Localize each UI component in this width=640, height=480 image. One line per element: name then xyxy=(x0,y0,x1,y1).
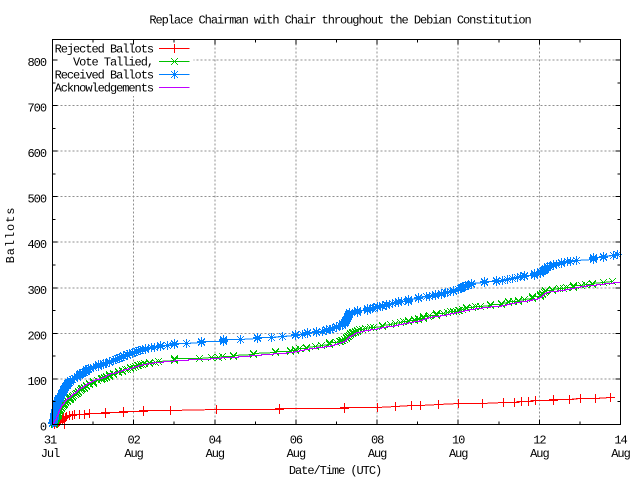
svg-text:300: 300 xyxy=(28,284,47,298)
svg-text:700: 700 xyxy=(28,102,47,116)
svg-text:Ballots: Ballots xyxy=(4,207,18,264)
svg-text:14: 14 xyxy=(614,434,627,448)
svg-text:10: 10 xyxy=(452,434,465,448)
svg-text:Received Ballots: Received Ballots xyxy=(55,69,154,83)
svg-text:Aug: Aug xyxy=(530,447,549,461)
svg-text:200: 200 xyxy=(28,329,47,343)
svg-text:Vote Tallied,: Vote Tallied, xyxy=(73,56,153,70)
svg-text:Replace Chairman with Chair th: Replace Chairman with Chair throughout t… xyxy=(149,14,531,28)
svg-text:100: 100 xyxy=(28,375,47,389)
svg-text:31: 31 xyxy=(44,434,57,448)
svg-text:Aug: Aug xyxy=(449,447,468,461)
svg-text:Aug: Aug xyxy=(287,447,306,461)
svg-text:Aug: Aug xyxy=(611,447,630,461)
svg-text:Aug: Aug xyxy=(124,447,143,461)
svg-text:Aug: Aug xyxy=(368,447,387,461)
svg-text:600: 600 xyxy=(28,147,47,161)
svg-text:800: 800 xyxy=(28,56,47,70)
svg-text:06: 06 xyxy=(290,434,303,448)
svg-text:Date/Time (UTC): Date/Time (UTC) xyxy=(289,464,381,478)
svg-text:400: 400 xyxy=(28,238,47,252)
svg-text:Jul: Jul xyxy=(41,447,60,461)
svg-text:Aug: Aug xyxy=(206,447,225,461)
svg-text:08: 08 xyxy=(371,434,384,448)
svg-text:Rejected Ballots: Rejected Ballots xyxy=(55,43,154,57)
svg-text:12: 12 xyxy=(533,434,546,448)
svg-text:Acknowledgements: Acknowledgements xyxy=(55,82,154,96)
svg-text:0: 0 xyxy=(40,421,47,435)
svg-text:02: 02 xyxy=(127,434,140,448)
svg-text:04: 04 xyxy=(209,434,222,448)
svg-text:500: 500 xyxy=(28,193,47,207)
